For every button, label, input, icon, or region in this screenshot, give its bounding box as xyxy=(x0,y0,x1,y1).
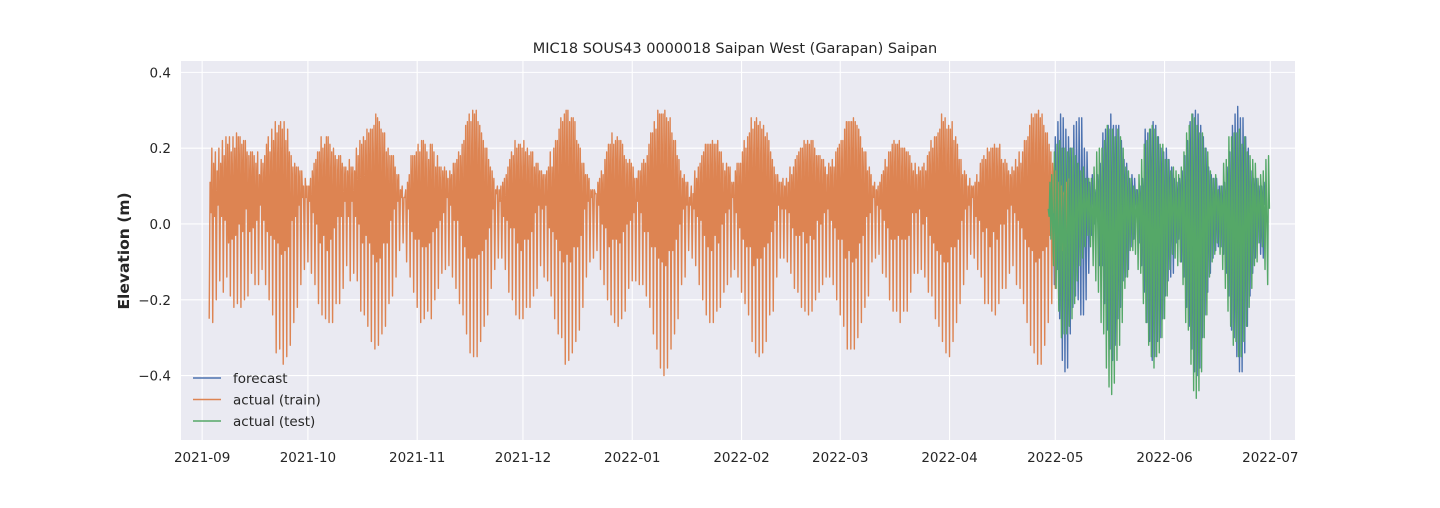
x-tick-label: 2022-07 xyxy=(1242,450,1298,466)
x-axis-ticks: 2021-09 2021-10 2021-11 2021-12 2022-01 2022-… xyxy=(174,450,1299,466)
legend-label: actual (train) xyxy=(233,393,321,409)
y-axis-label: Elevation (m) xyxy=(115,192,133,309)
x-tick-label: 2022-05 xyxy=(1027,450,1083,466)
x-tick-label: 2022-03 xyxy=(812,450,868,466)
x-tick-label: 2022-04 xyxy=(921,450,977,466)
legend-label: actual (test) xyxy=(233,414,315,430)
series-line-actual-train xyxy=(208,109,1070,377)
y-axis-ticks: −0.4 −0.2 0.0 0.2 0.4 xyxy=(138,65,171,384)
y-tick-label: 0.4 xyxy=(150,65,171,81)
legend-label: forecast xyxy=(233,371,288,387)
x-tick-label: 2021-12 xyxy=(495,450,551,466)
chart-title: MIC18 SOUS43 0000018 Saipan West (Garapa… xyxy=(533,41,938,57)
x-tick-label: 2021-10 xyxy=(280,450,336,466)
x-tick-label: 2021-11 xyxy=(389,450,445,466)
x-tick-label: 2021-09 xyxy=(174,450,230,466)
series-line-actual-test xyxy=(1047,113,1271,400)
y-tick-label: −0.4 xyxy=(138,369,171,385)
y-tick-label: −0.2 xyxy=(138,293,171,309)
x-tick-label: 2022-01 xyxy=(604,450,660,466)
legend: forecast actual (train) actual (test) xyxy=(193,371,321,430)
y-tick-label: 0.2 xyxy=(150,141,171,157)
series-layer xyxy=(208,105,1271,400)
y-tick-label: 0.0 xyxy=(150,217,171,233)
x-tick-label: 2022-02 xyxy=(713,450,769,466)
x-tick-label: 2022-06 xyxy=(1136,450,1192,466)
